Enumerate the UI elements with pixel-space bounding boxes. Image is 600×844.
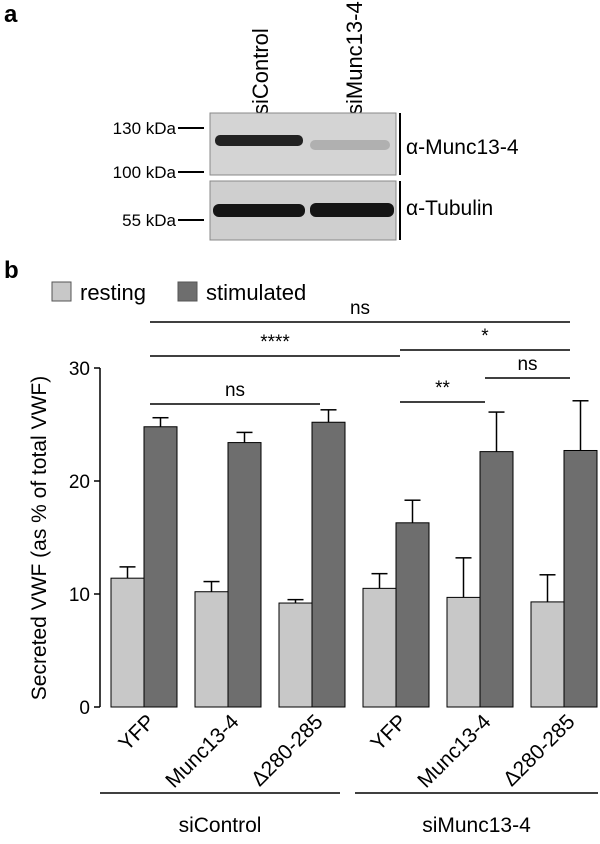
y-tick-label: 10 xyxy=(69,585,90,606)
bar xyxy=(362,587,397,708)
panel-letter: a xyxy=(4,1,18,28)
marker-label: 55 kDa xyxy=(122,211,176,230)
bar xyxy=(563,449,598,708)
marker-label: 130 kDa xyxy=(113,119,177,138)
y-axis-label: Secreted VWF (as % of total VWF) xyxy=(28,376,51,700)
significance-label: ns xyxy=(517,354,537,375)
significance-label: * xyxy=(481,326,489,347)
x-tick-label: Munc13-4 xyxy=(161,710,244,793)
blot xyxy=(178,112,401,241)
lane-label: siControl xyxy=(248,28,273,115)
bar xyxy=(110,577,145,708)
group-label: siMunc13-4 xyxy=(422,814,531,837)
x-tick-label: YFP xyxy=(366,710,411,755)
x-tick-label: Δ280-285 xyxy=(247,710,328,791)
group-label: siControl xyxy=(179,814,262,837)
legend-label: stimulated xyxy=(206,280,306,305)
significance-label: **** xyxy=(260,332,290,353)
lane-label: siMunc13-4 xyxy=(342,1,367,115)
legend-swatch xyxy=(177,281,198,302)
marker-label: 100 kDa xyxy=(113,163,177,182)
significance-label: ns xyxy=(350,298,370,319)
x-tick-label: YFP xyxy=(114,710,159,755)
bar xyxy=(395,522,430,708)
x-tick-label: Munc13-4 xyxy=(413,710,496,793)
legend-label: resting xyxy=(80,280,146,305)
bar xyxy=(446,596,481,708)
bar xyxy=(530,601,565,708)
panel-letter: b xyxy=(4,257,19,284)
significance-label: ** xyxy=(435,378,450,399)
legend-swatch xyxy=(51,281,72,302)
y-tick-label: 0 xyxy=(79,698,90,719)
bar xyxy=(194,591,229,708)
bar xyxy=(278,602,313,708)
blot-band xyxy=(310,203,394,217)
y-tick-label: 20 xyxy=(69,472,90,493)
blot-band xyxy=(215,135,303,146)
significance-label: ns xyxy=(225,380,245,401)
bar xyxy=(479,451,514,708)
y-tick-label: 30 xyxy=(69,359,90,380)
bar xyxy=(311,421,346,708)
blot-band xyxy=(213,204,305,217)
x-tick-label: Δ280-285 xyxy=(499,710,580,791)
blot-band xyxy=(310,140,390,150)
bar xyxy=(227,442,262,708)
antibody-label: α-Tubulin xyxy=(406,197,493,220)
bar xyxy=(143,426,178,708)
antibody-label: α-Munc13-4 xyxy=(406,136,519,159)
